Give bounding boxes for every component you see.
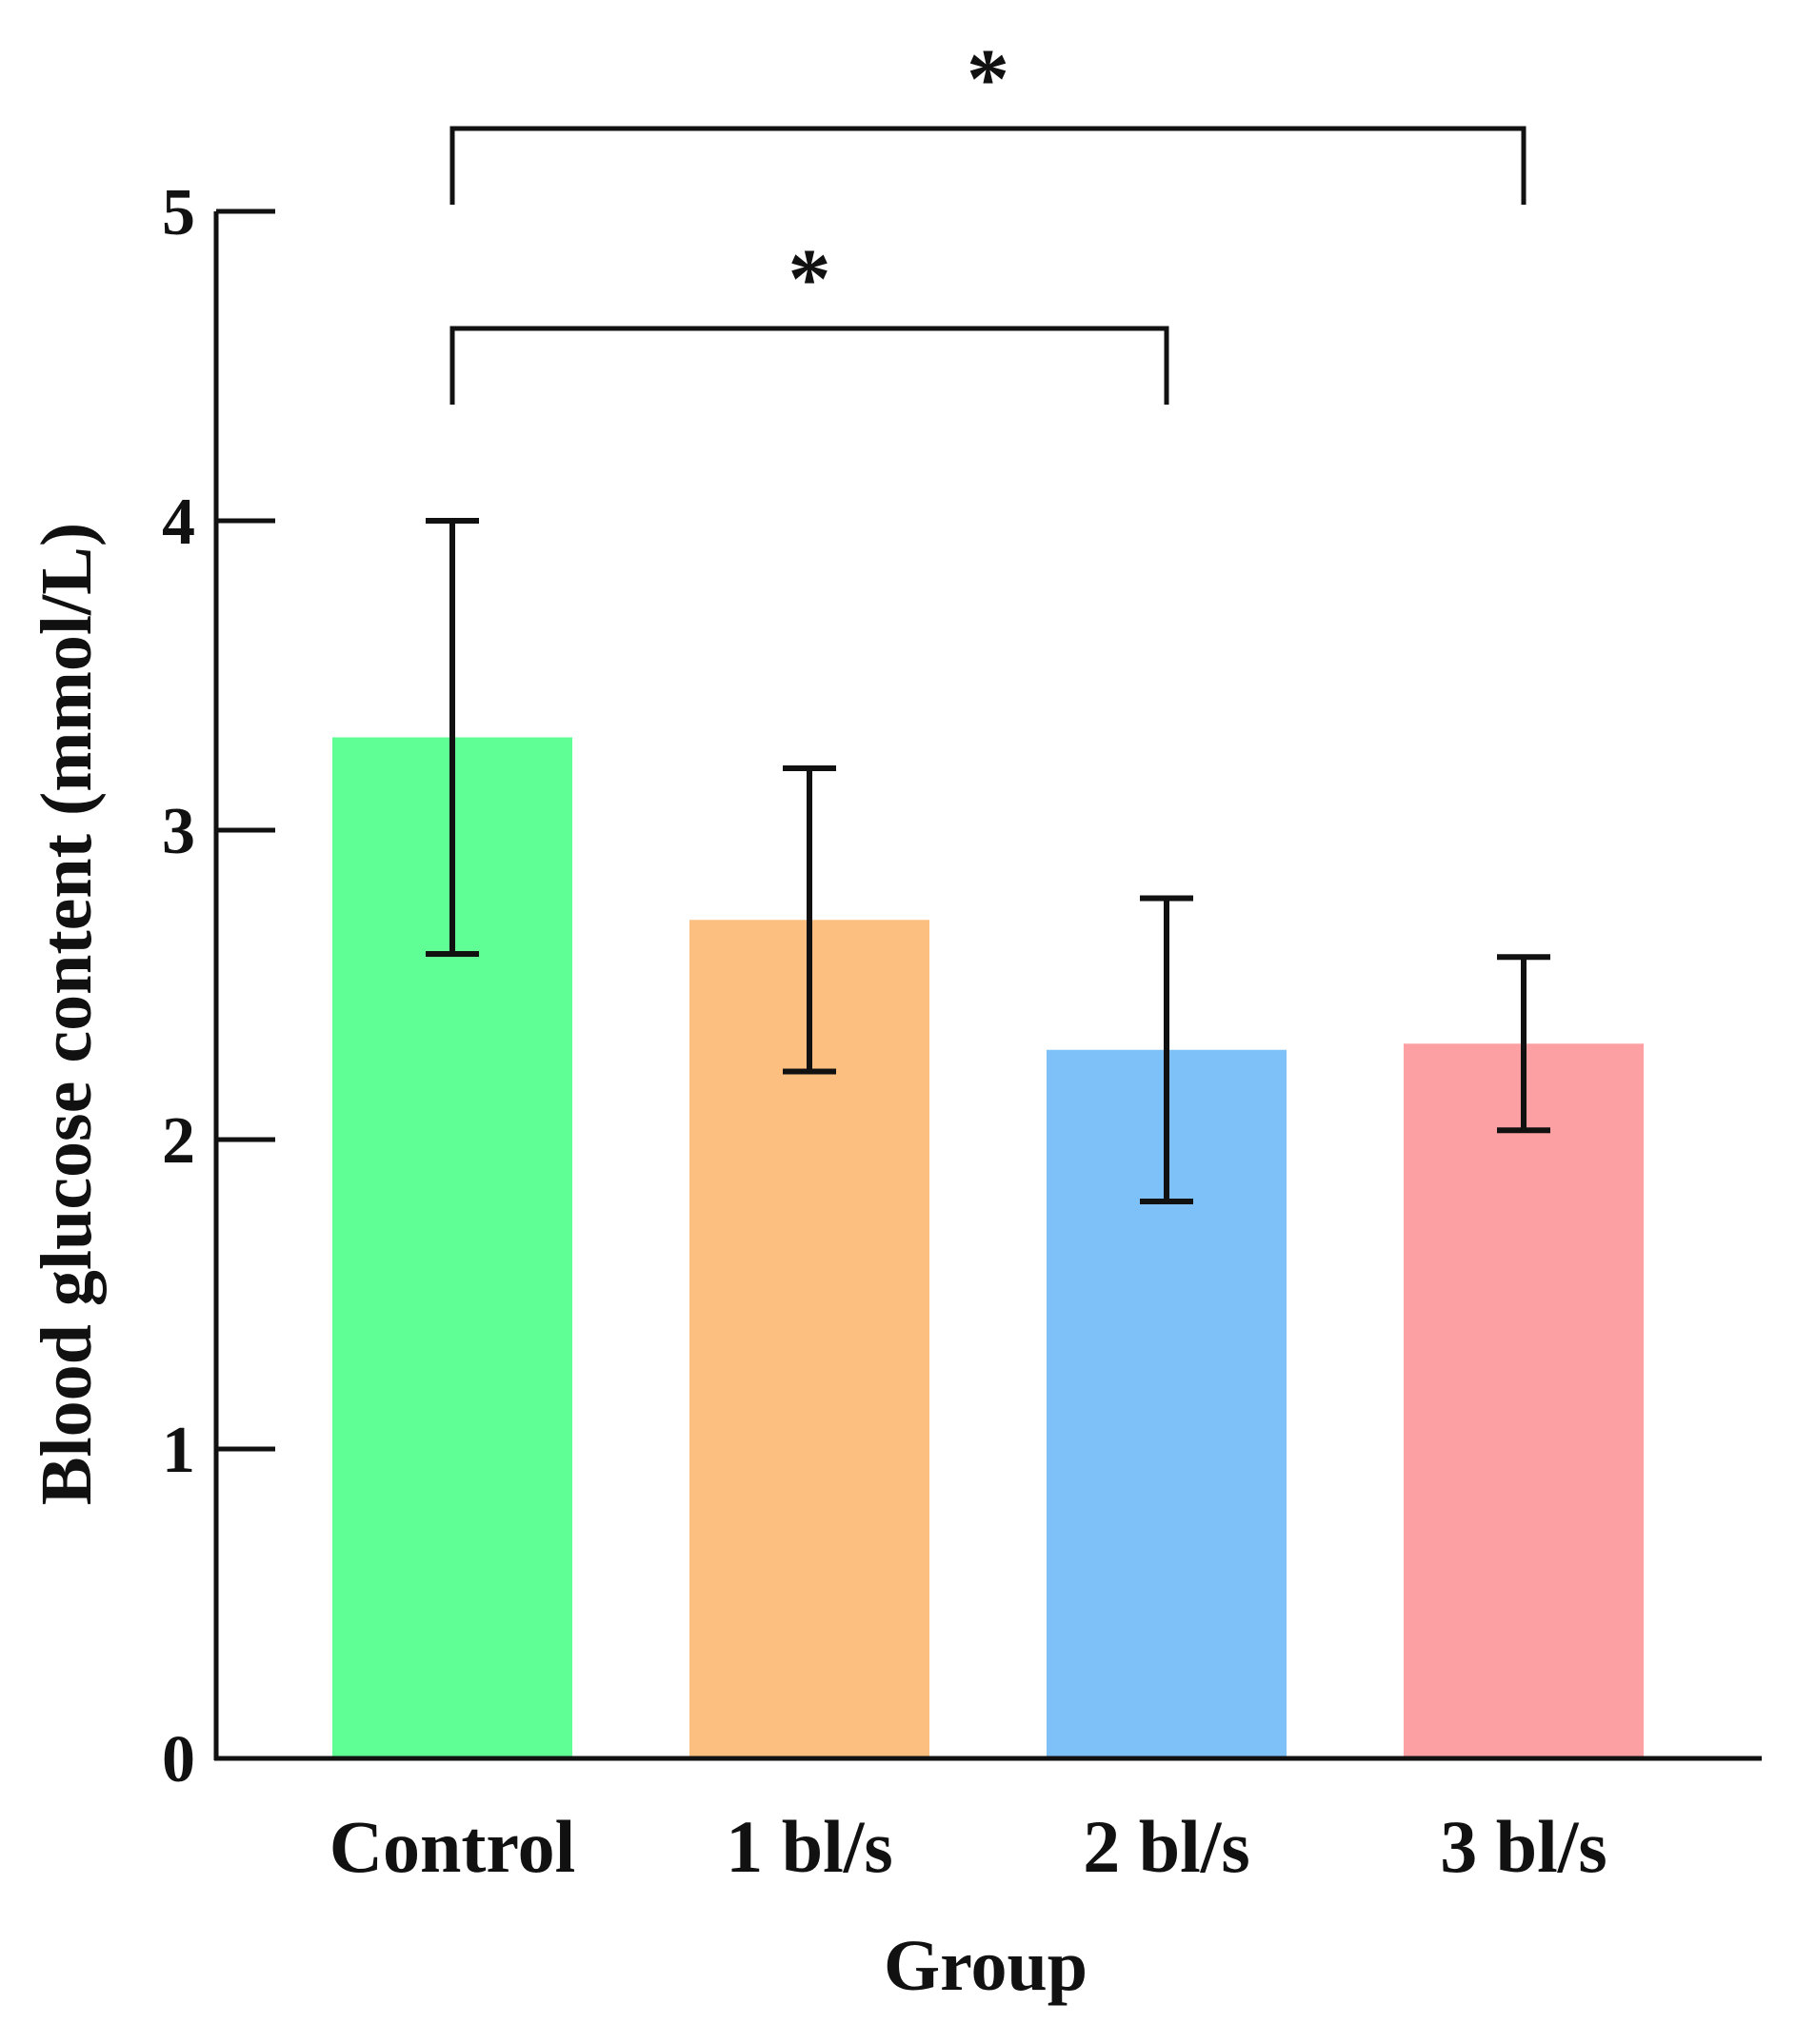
x-tick-label-0: Control [329, 1805, 576, 1888]
error-bars-layer [426, 518, 1550, 1204]
significance-label-1: * [788, 232, 831, 327]
x-tick-label-1: 1 bl/s [726, 1805, 893, 1888]
y-tick-label-2: 2 [162, 1104, 195, 1178]
bar-3 [1404, 1043, 1644, 1758]
y-axis-title: Blood glucose content (mmol/L) [27, 523, 107, 1505]
error-bar-2 [1140, 895, 1193, 1204]
bars-layer [332, 737, 1644, 1758]
y-tick-label-0: 0 [162, 1723, 195, 1796]
y-tick-label-4: 4 [162, 486, 195, 559]
error-bar-1 [783, 765, 836, 1075]
x-tick-label-3: 3 bl/s [1440, 1805, 1607, 1888]
error-bar-3 [1497, 954, 1550, 1134]
significance-layer: ** [449, 32, 1527, 405]
significance-bracket-0 [449, 126, 1527, 205]
x-axis-title: Group [884, 1926, 1088, 2006]
x-tick-label-2: 2 bl/s [1083, 1805, 1250, 1888]
y-tick-label-1: 1 [162, 1414, 195, 1487]
error-bar-0 [426, 518, 479, 957]
y-tick-label-3: 3 [162, 795, 195, 868]
significance-label-0: * [967, 32, 1009, 127]
y-tick-label-5: 5 [162, 176, 195, 249]
significance-bracket-1 [449, 326, 1169, 405]
axes-layer: 0 1 2 3 4 5 Control 1 bl/s 2 bl/s 3 bl/s [162, 176, 1762, 1888]
